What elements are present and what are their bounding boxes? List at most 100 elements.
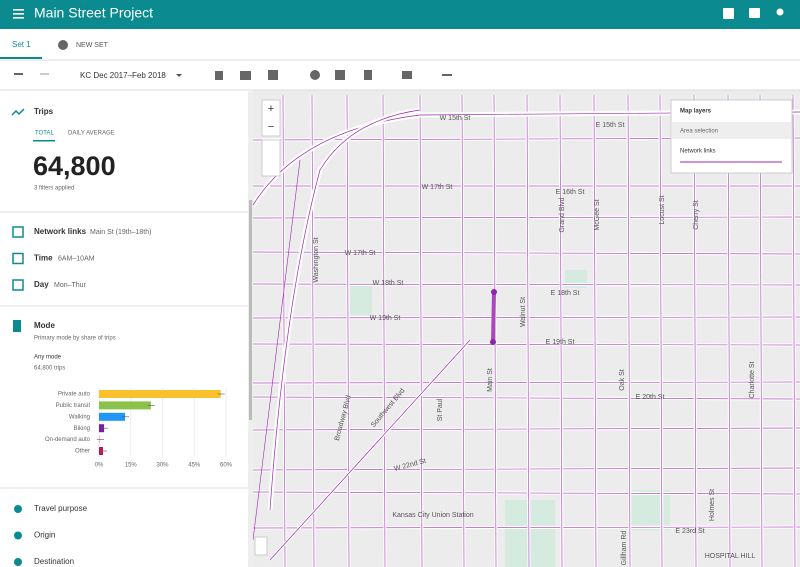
filter-label: Day (34, 280, 49, 289)
tab[interactable]: NEW SET (76, 42, 109, 49)
map-label: W 15th St (440, 115, 471, 122)
park (630, 490, 670, 530)
network-link (252, 526, 800, 529)
filter-icon (12, 252, 24, 265)
network-link (282, 94, 286, 567)
group-label: Any mode (34, 355, 62, 361)
category-label: Biking (74, 426, 90, 432)
tab-indicator (33, 140, 55, 142)
map-label: Washington St (313, 237, 320, 282)
link-node (490, 339, 496, 345)
road (252, 111, 800, 206)
map-label: Gillham Rd (621, 531, 628, 566)
filter-icon (12, 279, 24, 291)
group-note: 64,800 trips (34, 366, 65, 372)
trips-icon (11, 108, 25, 116)
x-tick-label: 15% (125, 463, 138, 469)
dropdown[interactable] (176, 74, 182, 77)
map-label: Locust St (659, 195, 666, 224)
map-label: E 16th St (556, 189, 585, 196)
date-range[interactable]: KC Dec 2017–Feb 2018 (80, 71, 166, 80)
draw-tools[interactable] (261, 139, 281, 177)
category-label: Walking (69, 414, 90, 420)
tab[interactable]: Set 1 (12, 40, 31, 49)
zoom-out[interactable]: − (268, 121, 274, 133)
panel-title: Map layers (680, 109, 712, 115)
section-icon (14, 558, 22, 566)
network-link (693, 94, 697, 567)
link-node (491, 289, 497, 295)
network-link (659, 94, 663, 567)
zoom-control[interactable] (261, 99, 281, 137)
total-value: 64,800 (33, 151, 116, 181)
network-link (419, 94, 423, 567)
map-label: Grand Blvd (559, 197, 566, 232)
icon-button[interactable] (776, 8, 784, 16)
map-label: E 20th St (636, 394, 665, 401)
network-link (252, 491, 800, 495)
filter-value: Mon–Thur (54, 282, 87, 289)
map-label: W 18th St (373, 280, 404, 287)
section-link[interactable]: Destination (34, 557, 74, 566)
x-tick-label: 30% (156, 463, 169, 469)
network-link (252, 381, 800, 384)
network-link (727, 94, 731, 567)
map-label: St Paul (437, 398, 444, 421)
tab[interactable]: TOTAL (35, 131, 54, 137)
network-link (593, 94, 597, 567)
bar (99, 390, 221, 398)
bar (99, 412, 126, 421)
toolbar-icons[interactable] (14, 70, 452, 80)
network-link (252, 343, 800, 346)
zoom-in[interactable]: + (268, 103, 274, 115)
section-link[interactable]: Origin (34, 531, 55, 540)
menu-icon[interactable] (13, 9, 24, 19)
scroll-thumb[interactable] (249, 200, 252, 420)
map-label: Oak St (619, 369, 626, 390)
map-label: Holmes St (709, 489, 716, 521)
layer-row[interactable] (672, 122, 791, 139)
section-title: Trips (34, 107, 54, 116)
filter-value: 6AM–10AM (58, 255, 95, 262)
map-label: W 19th St (370, 315, 401, 322)
network-link (311, 94, 315, 567)
filter-label: Network links (34, 227, 87, 236)
app-bar (0, 0, 800, 29)
map-label: Kansas City Union Station (392, 512, 473, 519)
layer-name[interactable]: Network links (680, 149, 716, 155)
network-link (461, 94, 465, 567)
network-link (759, 94, 763, 567)
app-title: Main Street Project (34, 5, 153, 21)
section-icon (14, 531, 22, 540)
collapse-button[interactable] (254, 536, 268, 556)
add-icon[interactable] (58, 40, 68, 50)
map-label: Charlotte St (749, 361, 756, 398)
bar (99, 401, 151, 410)
map-label: E 19th St (546, 339, 575, 346)
icon-button[interactable] (723, 8, 734, 19)
selected-link[interactable] (491, 291, 496, 343)
network-link (252, 396, 800, 400)
network-link (252, 427, 800, 431)
road (269, 339, 471, 561)
note: 3 filters applied (34, 186, 74, 192)
map-label: E 18th St (551, 290, 580, 297)
category-label: On-demand auto (45, 437, 91, 443)
x-tick-label: 0% (95, 463, 104, 469)
section-link[interactable]: Travel purpose (34, 504, 88, 513)
tab[interactable]: DAILY AVERAGE (68, 131, 115, 137)
network-link (346, 94, 350, 567)
subtitle: Primary mode by share of trips (34, 336, 116, 342)
map-label: McGee St (594, 199, 601, 230)
map-label: HOSPITAL HILL (705, 553, 756, 560)
layer-name[interactable]: Area selection (680, 129, 718, 135)
mode-icon (13, 320, 21, 332)
icon-button[interactable] (749, 8, 760, 18)
category-label: Other (75, 449, 90, 455)
filter-value: Main St (19th–18th) (90, 229, 151, 236)
map-label: E 15th St (596, 122, 625, 129)
map-label: Walnut St (520, 297, 527, 327)
x-tick-label: 45% (188, 463, 201, 469)
